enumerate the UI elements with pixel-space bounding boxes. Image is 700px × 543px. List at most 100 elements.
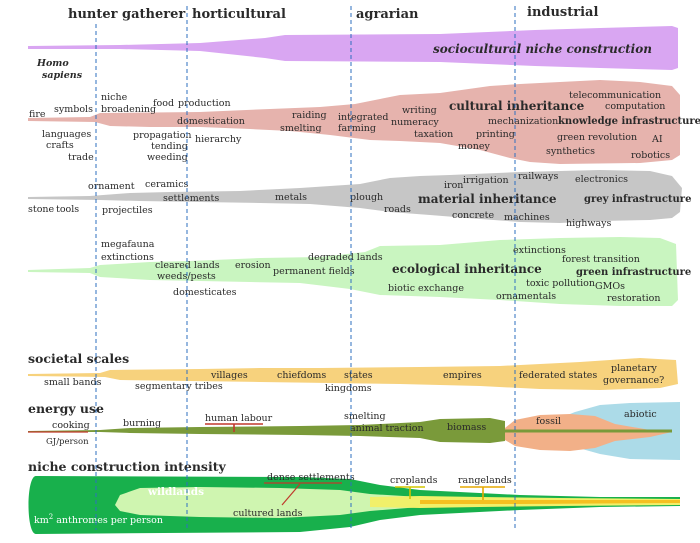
intensity-unit-label: km2 anthromes per person — [34, 513, 163, 526]
intensity-label-dense-settlements: dense settlements — [267, 472, 355, 483]
cultural-label-tending: tending — [151, 141, 188, 152]
sapiens-label: sapiens — [42, 70, 83, 81]
cultural-label-computation: computation — [605, 101, 665, 112]
cultural-label-farming: farming — [338, 123, 376, 134]
homo-label: Homo — [36, 58, 69, 69]
energy-label-fossil: fossil — [536, 416, 561, 427]
ecological-label-forest-transition: forest transition — [562, 254, 640, 265]
cultural-label-symbols: symbols — [54, 104, 93, 115]
energy-label-abiotic: abiotic — [624, 409, 657, 420]
energy-label-gj-per-person: GJ/person — [46, 437, 89, 447]
cultural-label-knowledge-infrastructure: knowledge infrastructure — [558, 116, 700, 127]
societal-label-states: states — [344, 370, 373, 381]
cultural-label-niche: niche — [101, 92, 128, 103]
societal-label-federated-states: federated states — [519, 370, 597, 381]
societal-title: societal scales — [28, 351, 129, 366]
material-label-settlements: settlements — [163, 193, 219, 204]
material-band — [28, 170, 682, 223]
cultural-label-raiding: raiding — [292, 110, 327, 121]
energy-band — [28, 418, 505, 443]
cultural-label-ai: AI — [651, 134, 663, 145]
dense-settlements-stem — [281, 483, 301, 506]
ecological-label-degraded-lands: degraded lands — [308, 252, 383, 263]
ecological-label-ornamentals: ornamentals — [496, 291, 556, 302]
niche-title: sociocultural niche construction — [433, 42, 652, 56]
cultural-label-synthetics: synthetics — [546, 146, 595, 157]
societal-label-small-bands: small bands — [44, 377, 102, 388]
material-label-machines: machines — [504, 212, 550, 223]
cultural-title: cultural inheritance — [449, 99, 585, 113]
cultural-label-green-revolution: green revolution — [557, 132, 637, 143]
cultural-label-money: money — [458, 141, 490, 152]
material-label-electronics: electronics — [575, 174, 628, 185]
cultural-label-domestication: domestication — [177, 116, 245, 127]
rangelands-band — [420, 500, 680, 504]
era-industrial: industrial — [527, 5, 598, 20]
ecological-title: ecological inheritance — [392, 262, 542, 276]
intensity-label-wildlands: wildlands — [147, 486, 204, 498]
material-title: material inheritance — [418, 192, 557, 206]
cultural-label-mechanization: mechanization — [488, 116, 558, 127]
material-label-tools: tools — [56, 204, 79, 215]
era-horticultural: horticultural — [192, 7, 286, 22]
energy-label-smelting: smelting — [344, 411, 386, 422]
energy-label-human-labour: human labour — [205, 413, 273, 424]
cultural-label-crafts: crafts — [46, 140, 74, 151]
ecological-label-extinctions-2: extinctions — [513, 245, 566, 256]
cultural-label-food: food — [153, 98, 174, 109]
material-label-ceramics: ceramics — [145, 179, 189, 190]
cultural-label-writing: writing — [402, 105, 437, 116]
material-label-concrete: concrete — [452, 210, 494, 221]
societal-label-planetary: planetary — [611, 363, 658, 374]
cultural-label-taxation: taxation — [414, 129, 453, 140]
energy-label-burning: burning — [123, 418, 161, 429]
cultural-label-hierarchy: hierarchy — [195, 134, 242, 145]
material-label-roads: roads — [384, 204, 411, 215]
material-label-iron: iron — [444, 180, 463, 191]
energy-label-cooking: cooking — [52, 420, 90, 431]
cultural-band — [28, 80, 680, 164]
energy-label-animal-traction: animal traction — [350, 423, 424, 434]
energy-label-biomass: biomass — [447, 422, 486, 433]
ecological-label-weeds-pests: weeds/pests — [157, 271, 216, 282]
cultural-label-production: production — [178, 98, 231, 109]
material-label-metals: metals — [275, 192, 307, 203]
era-hunter-gatherer: hunter gatherer — [68, 7, 185, 22]
ecological-label-toxic-pollution: toxic pollution — [526, 278, 595, 289]
ecological-label-green-infrastructure: green infrastructure — [576, 267, 691, 278]
cultural-label-languages: languages — [42, 129, 91, 140]
societal-label-chiefdoms: chiefdoms — [277, 370, 326, 381]
cultural-label-fire: fire — [29, 109, 46, 120]
societal-label-villages: villages — [210, 370, 248, 381]
era-agrarian: agrarian — [356, 7, 419, 22]
cultural-label-weeding: weeding — [147, 152, 188, 163]
societal-label-segmentary-tribes: segmentary tribes — [135, 381, 223, 392]
ecological-label-biotic-exchange: biotic exchange — [388, 283, 464, 294]
societal-label-kingdoms: kingdoms — [325, 383, 372, 394]
material-label-plough: plough — [350, 192, 383, 203]
cultural-label-robotics: robotics — [631, 150, 670, 161]
material-label-stone: stone — [28, 204, 55, 215]
cultural-label-numeracy: numeracy — [391, 117, 439, 128]
material-label-railways: railways — [518, 171, 558, 182]
material-label-irrigation: irrigation — [463, 175, 509, 186]
cultural-label-telecommunication: telecommunication — [569, 90, 661, 101]
cultural-label-broadening: broadening — [101, 104, 156, 115]
material-label-projectiles: projectiles — [102, 205, 153, 216]
ecological-label-domesticates: domesticates — [173, 287, 237, 298]
material-label-ornament: ornament — [88, 181, 135, 192]
cultural-label-propagation: propagation — [133, 130, 192, 141]
energy-title: energy use — [28, 401, 104, 416]
ecological-label-permanent-fields: permanent fields — [273, 266, 355, 277]
cultural-label-printing: printing — [476, 129, 515, 140]
intensity-label-croplands: croplands — [390, 475, 438, 486]
societal-label-governance: governance? — [603, 375, 664, 386]
cultural-label-smelting: smelting — [280, 123, 322, 134]
cultural-label-integrated: integrated — [338, 112, 388, 123]
material-label-highways: highways — [566, 218, 612, 229]
material-label-grey-infrastructure: grey infrastructure — [584, 194, 691, 205]
ecological-label-restoration: restoration — [607, 293, 660, 304]
ecological-label-extinctions: extinctions — [101, 252, 154, 263]
intensity-title: niche construction intensity — [28, 459, 226, 474]
